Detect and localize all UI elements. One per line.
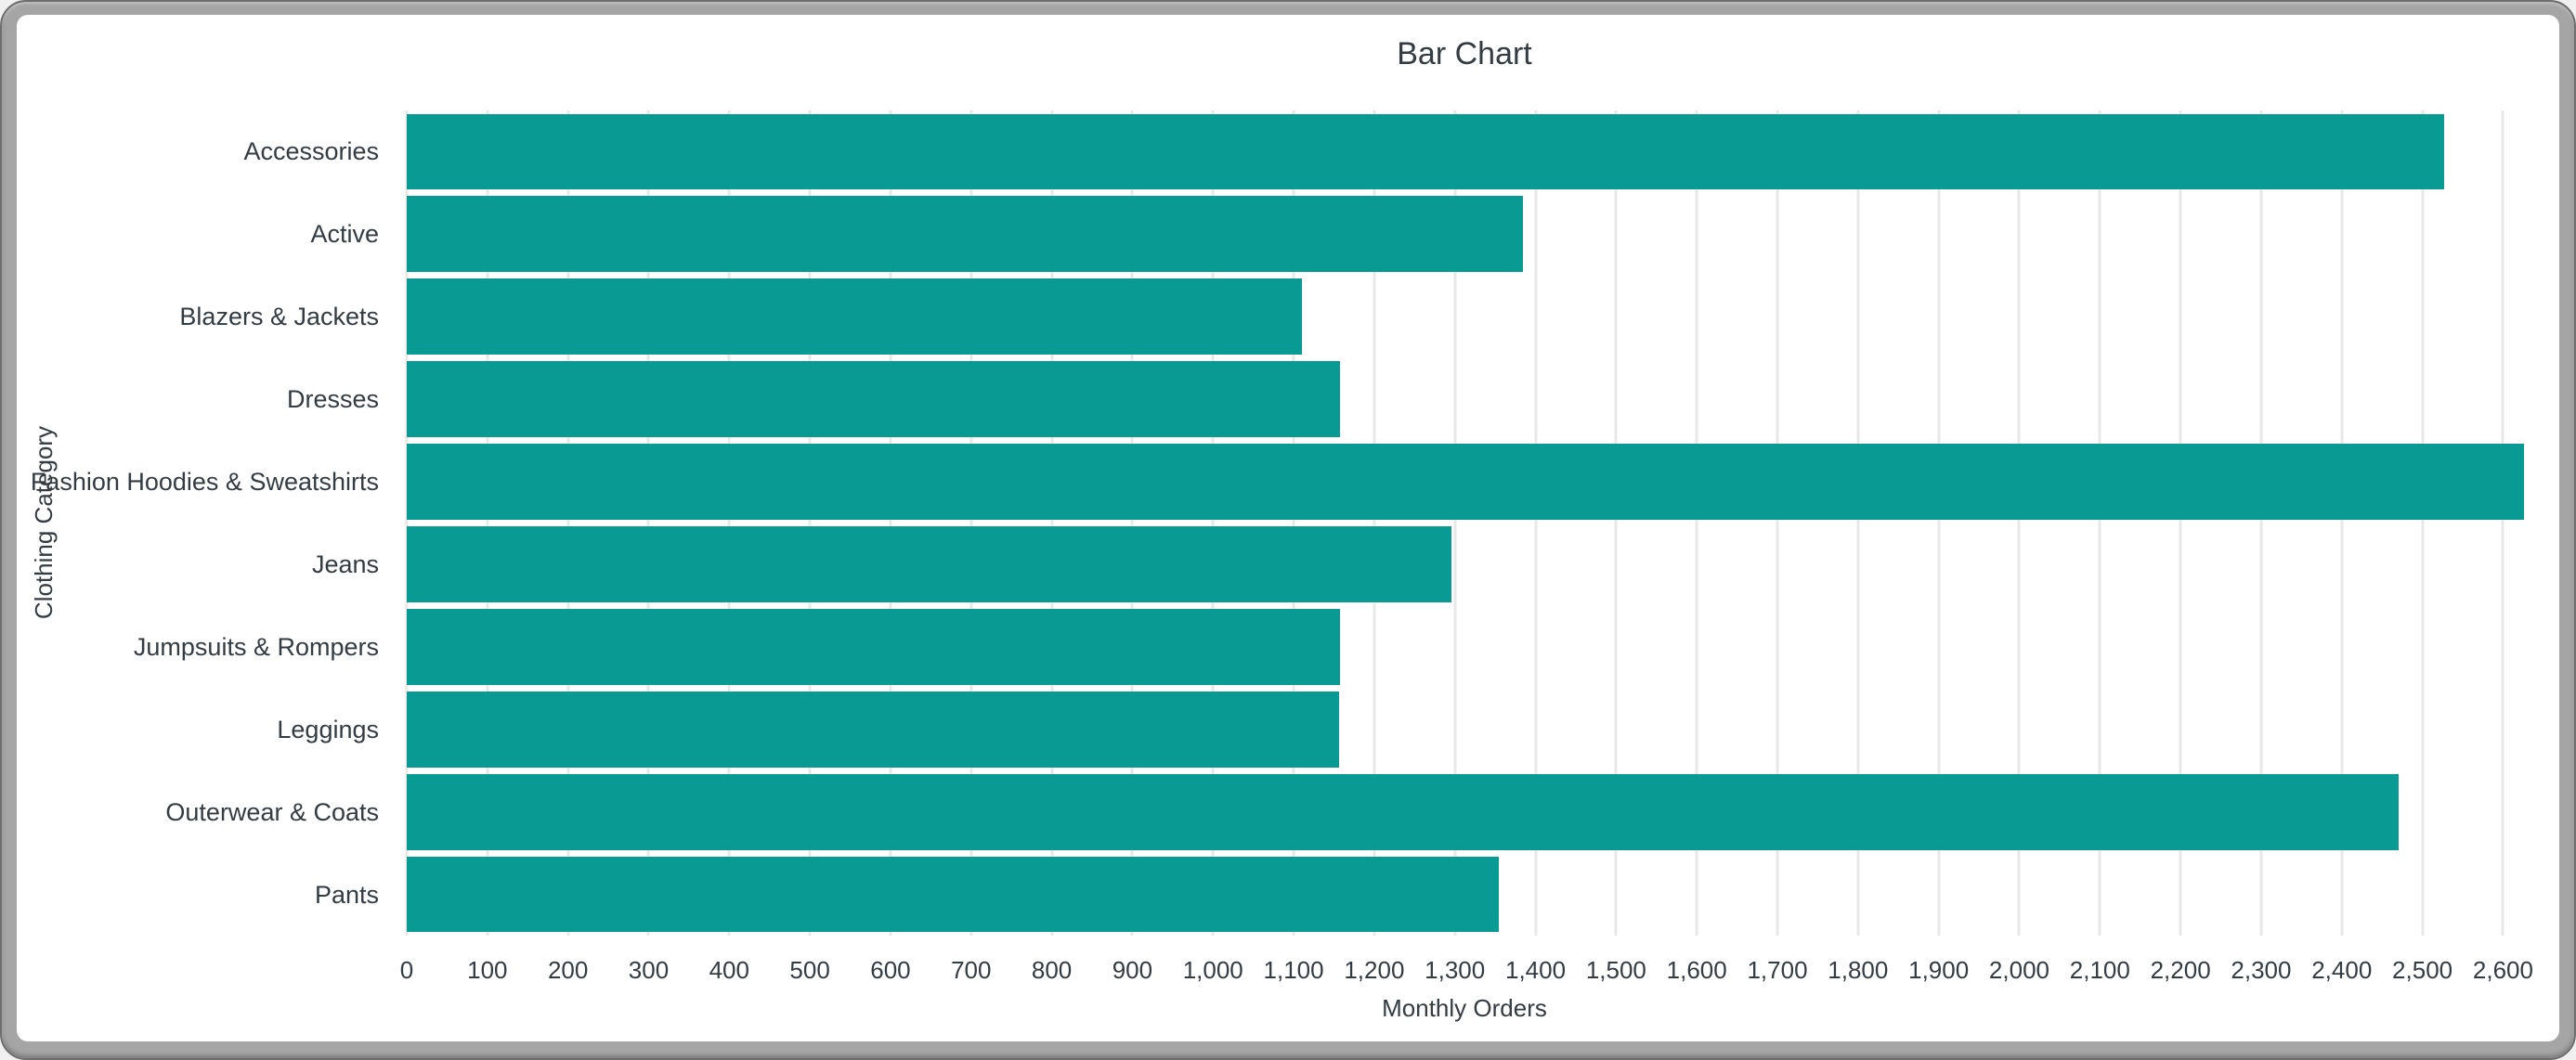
bar-row <box>407 196 2524 273</box>
gridline <box>405 110 409 936</box>
x-tick-label: 700 <box>951 956 992 984</box>
gridline <box>889 110 892 936</box>
gridline <box>969 110 973 936</box>
x-tick-label: 600 <box>870 956 911 984</box>
gridline <box>566 110 570 936</box>
bar-jumpsuits-rompers <box>407 608 1341 685</box>
category-label: Dresses <box>286 385 379 414</box>
category-label: Jumpsuits & Rompers <box>133 632 379 661</box>
bar-active <box>407 196 1523 273</box>
gridline <box>2259 110 2263 936</box>
x-tick-label: 1,300 <box>1425 956 1486 984</box>
x-tick-label: 1,800 <box>1828 956 1889 984</box>
gridline <box>2098 110 2101 936</box>
bar-row <box>407 113 2524 190</box>
x-tick-label: 400 <box>709 956 749 984</box>
gridline <box>2017 110 2021 936</box>
gridline <box>2340 110 2344 936</box>
x-tick-label: 1,600 <box>1666 956 1727 984</box>
category-label: Jeans <box>311 549 379 578</box>
category-label: Pants <box>314 880 379 909</box>
bar-row <box>407 773 2524 850</box>
x-tick-label: 2,500 <box>2392 956 2453 984</box>
category-label: Accessories <box>243 137 379 166</box>
gridline <box>1695 110 1698 936</box>
x-tick-label: 2,000 <box>1988 956 2050 984</box>
bar-blazers-jackets <box>407 278 1302 355</box>
bar-jeans <box>407 526 1452 602</box>
gridline <box>1373 110 1376 936</box>
gridline <box>1453 110 1457 936</box>
gridline <box>1856 110 1860 936</box>
x-tick-label: 1,500 <box>1585 956 1646 984</box>
gridline <box>1211 110 1215 936</box>
x-tick-label: 300 <box>628 956 670 984</box>
gridline <box>2501 110 2504 936</box>
gridline <box>1614 110 1618 936</box>
chart-title: Bar Chart <box>1397 36 1532 71</box>
gridline <box>808 110 812 936</box>
y-axis-tick-labels: Accessories Active Blazers & Jackets Dresse… <box>0 110 379 936</box>
gridline <box>1050 110 1054 936</box>
bar-row <box>407 361 2524 438</box>
gridline <box>486 110 489 936</box>
gridline <box>646 110 650 936</box>
bar-row <box>407 278 2524 355</box>
gridline <box>1776 110 1779 936</box>
x-tick-label: 900 <box>1112 956 1153 984</box>
bar-dresses <box>407 361 1341 438</box>
x-tick-label: 2,600 <box>2472 956 2533 984</box>
x-axis-tick-labels: 0 100 200 300 400 500 600 700 800 900 1,000 1,100 1,… <box>400 954 2533 988</box>
gridline <box>1534 110 1538 936</box>
x-tick-label: 1,000 <box>1182 956 1243 984</box>
bar-row <box>407 526 2524 602</box>
x-axis-title: Monthly Orders <box>1382 994 1547 1022</box>
plot-area <box>405 110 2524 936</box>
bar-fashion-hoodies-sweatshirts <box>407 444 2524 520</box>
x-tick-label: 500 <box>789 956 830 984</box>
gridline <box>2179 110 2182 936</box>
bar-accessories <box>407 113 2445 190</box>
bar-outerwear-coats <box>407 773 2400 850</box>
bar-row <box>407 856 2524 933</box>
bar-row <box>407 691 2524 768</box>
gridline <box>2421 110 2425 936</box>
category-label: Active <box>310 220 379 249</box>
x-tick-label: 800 <box>1031 956 1073 984</box>
gridline <box>1130 110 1134 936</box>
x-tick-label: 200 <box>547 956 589 984</box>
category-label: Outerwear & Coats <box>165 797 379 826</box>
category-label: Leggings <box>277 715 379 743</box>
x-tick-label: 1,900 <box>1908 956 1970 984</box>
gridline <box>1937 110 1941 936</box>
x-tick-label: 1,700 <box>1747 956 1808 984</box>
x-tick-label: 100 <box>467 956 508 984</box>
gridline <box>1292 110 1295 936</box>
bar-row <box>407 608 2524 685</box>
category-label: Fashion Hoodies & Sweatshirts <box>30 468 379 497</box>
category-label: Blazers & Jackets <box>179 303 379 331</box>
bar-row <box>407 444 2524 520</box>
gridline <box>727 110 731 936</box>
x-tick-label: 2,200 <box>2150 956 2211 984</box>
x-tick-label: 2,300 <box>2231 956 2292 984</box>
x-tick-label: 1,400 <box>1504 956 1567 984</box>
x-tick-label: 1,200 <box>1344 956 1405 984</box>
x-tick-label: 2,100 <box>2069 956 2130 984</box>
bar-leggings <box>407 691 1339 768</box>
bar-pants <box>407 856 1499 933</box>
x-tick-label: 1,100 <box>1263 956 1324 984</box>
x-tick-label: 2,400 <box>2311 956 2373 984</box>
x-tick-label: 0 <box>399 956 414 984</box>
